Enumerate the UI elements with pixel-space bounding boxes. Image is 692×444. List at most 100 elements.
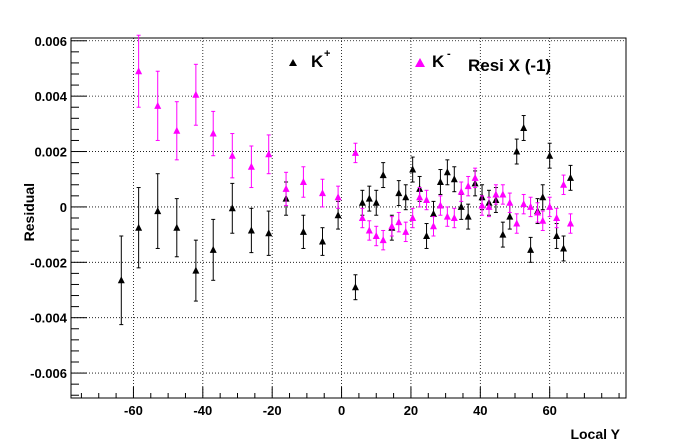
data-point-k-minus — [395, 218, 403, 226]
data-point-k-plus — [443, 168, 451, 176]
data-point-k-plus — [513, 147, 521, 155]
data-point-k-minus — [560, 180, 568, 188]
data-point-k-plus — [527, 245, 535, 253]
legend-sup-k-minus: - — [447, 48, 451, 60]
data-point-k-plus — [464, 212, 472, 220]
data-point-k-plus — [429, 209, 437, 217]
y-axis-title: Residual — [21, 183, 37, 241]
data-point-k-plus — [228, 204, 236, 212]
data-point-k-minus — [282, 184, 290, 192]
data-point-k-minus — [334, 193, 342, 201]
data-point-k-minus — [402, 227, 410, 235]
data-point-k-minus — [388, 222, 396, 230]
legend: K + K - Resi X (-1) — [289, 48, 551, 75]
data-point-k-minus — [539, 216, 547, 224]
x-tick-label: 20 — [404, 403, 418, 418]
x-tick-label: -60 — [124, 403, 143, 418]
data-point-k-plus — [265, 229, 273, 237]
data-point-k-plus — [247, 226, 255, 234]
data-point-k-minus — [457, 187, 465, 195]
data-point-k-plus — [351, 283, 359, 291]
y-tick-label: -0.002 — [30, 255, 67, 270]
data-point-k-minus — [365, 226, 373, 234]
data-point-k-plus — [334, 211, 342, 219]
data-point-k-plus — [546, 151, 554, 159]
data-point-k-minus — [534, 208, 542, 216]
data-point-k-minus — [478, 201, 486, 209]
legend-marker-k-minus — [415, 58, 425, 67]
x-tick-label: -20 — [263, 403, 282, 418]
data-point-k-minus — [527, 202, 535, 210]
axis-ticks — [71, 40, 620, 398]
data-point-k-minus — [372, 232, 380, 239]
data-point-k-plus — [553, 232, 561, 239]
data-point-k-plus — [423, 232, 431, 239]
data-point-k-minus — [513, 219, 521, 227]
tick-labels: -60 -40 -20 0 20 40 60-0.006-0.004-0.00200.002… — [30, 34, 557, 418]
data-point-k-minus — [567, 219, 574, 227]
x-tick-label: 0 — [338, 403, 345, 418]
data-point-k-minus — [247, 162, 255, 170]
data-point-k-minus — [506, 198, 514, 206]
data-point-k-minus — [464, 182, 472, 190]
data-point-k-plus — [209, 245, 217, 253]
legend-label-k-plus: K — [311, 52, 324, 71]
y-tick-label: 0.002 — [34, 145, 67, 160]
data-point-k-minus — [318, 189, 326, 197]
series-k-minus — [135, 34, 574, 251]
data-point-k-plus — [318, 237, 326, 245]
data-point-k-plus — [506, 212, 514, 220]
data-point-k-plus — [567, 173, 574, 181]
data-point-k-minus — [546, 202, 554, 210]
data-point-k-minus — [228, 151, 236, 159]
x-tick-label: 40 — [473, 403, 487, 418]
x-axis-title: Local Y — [570, 426, 620, 442]
data-point-k-plus — [436, 178, 444, 185]
data-point-k-minus — [436, 201, 444, 209]
legend-sup-k-plus: + — [324, 48, 330, 60]
data-point-k-minus — [209, 129, 217, 137]
data-point-k-minus — [154, 101, 162, 109]
data-point-k-plus — [457, 202, 465, 210]
data-point-k-minus — [358, 214, 366, 221]
data-point-k-minus — [299, 178, 307, 185]
data-point-k-minus — [471, 173, 479, 181]
data-point-k-minus — [450, 214, 458, 221]
y-tick-label: 0.004 — [34, 89, 67, 104]
data-point-k-plus — [402, 193, 410, 201]
data-point-k-minus — [265, 150, 273, 158]
data-point-k-plus — [154, 207, 162, 215]
data-point-k-plus — [520, 124, 528, 131]
data-point-k-minus — [192, 90, 200, 98]
y-tick-label: -0.004 — [30, 311, 68, 326]
data-point-k-minus — [485, 202, 493, 210]
data-point-k-plus — [173, 223, 181, 231]
data-point-k-minus — [423, 196, 431, 203]
data-point-k-minus — [135, 67, 143, 75]
data-point-k-plus — [409, 165, 417, 173]
y-tick-label: 0 — [60, 200, 67, 215]
data-point-k-plus — [192, 266, 200, 274]
legend-label-k-minus: K — [432, 52, 445, 71]
data-point-k-plus — [135, 223, 143, 231]
data-markers — [117, 34, 574, 326]
data-point-k-plus — [299, 227, 307, 235]
data-point-k-plus — [117, 276, 125, 284]
data-point-k-minus — [520, 200, 528, 208]
legend-title-resi: Resi X (-1) — [468, 56, 551, 75]
data-point-k-minus — [492, 190, 500, 198]
data-point-k-plus — [372, 198, 380, 206]
data-point-k-minus — [409, 214, 417, 221]
y-tick-label: -0.006 — [30, 366, 67, 381]
data-point-k-minus — [429, 222, 437, 230]
data-point-k-minus — [553, 214, 561, 221]
y-tick-label: 0.006 — [34, 34, 67, 49]
x-tick-label: 60 — [542, 403, 556, 418]
data-point-k-plus — [499, 230, 507, 238]
data-point-k-minus — [416, 193, 424, 201]
data-point-k-minus — [351, 148, 359, 156]
legend-marker-k-plus — [289, 59, 297, 66]
x-tick-label: -40 — [193, 403, 212, 418]
data-point-k-plus — [539, 193, 547, 201]
